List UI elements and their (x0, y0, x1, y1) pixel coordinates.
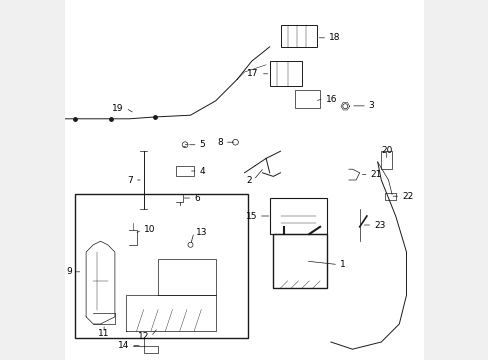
Text: 7: 7 (127, 176, 133, 185)
Text: 20: 20 (380, 146, 391, 155)
Bar (280, 25, 316, 47)
Text: 21: 21 (370, 170, 381, 179)
Text: 10: 10 (143, 225, 155, 234)
Text: 22: 22 (401, 192, 412, 201)
Bar (273, 234, 326, 288)
Text: 6: 6 (194, 194, 200, 202)
Text: 11: 11 (98, 328, 110, 338)
Text: 4: 4 (199, 166, 204, 176)
Text: 1: 1 (339, 260, 345, 269)
Bar (269, 198, 326, 234)
Text: 3: 3 (368, 102, 374, 111)
Text: 18: 18 (328, 33, 340, 42)
Bar (176, 166, 194, 176)
Text: 17: 17 (247, 69, 258, 78)
Text: 13: 13 (196, 228, 207, 237)
Text: 12: 12 (138, 332, 149, 341)
Text: 15: 15 (245, 212, 257, 220)
Bar (75, 194, 247, 338)
Text: 2: 2 (245, 176, 251, 185)
Text: 23: 23 (373, 220, 385, 230)
Bar (381, 151, 391, 169)
Text: 14: 14 (118, 341, 129, 350)
Bar (294, 90, 320, 108)
Text: 16: 16 (325, 95, 336, 104)
Text: 9: 9 (66, 267, 72, 276)
Text: 8: 8 (217, 138, 223, 147)
Bar (384, 193, 395, 200)
Text: 19: 19 (112, 104, 123, 113)
Bar (269, 61, 302, 86)
Text: 5: 5 (199, 140, 205, 149)
